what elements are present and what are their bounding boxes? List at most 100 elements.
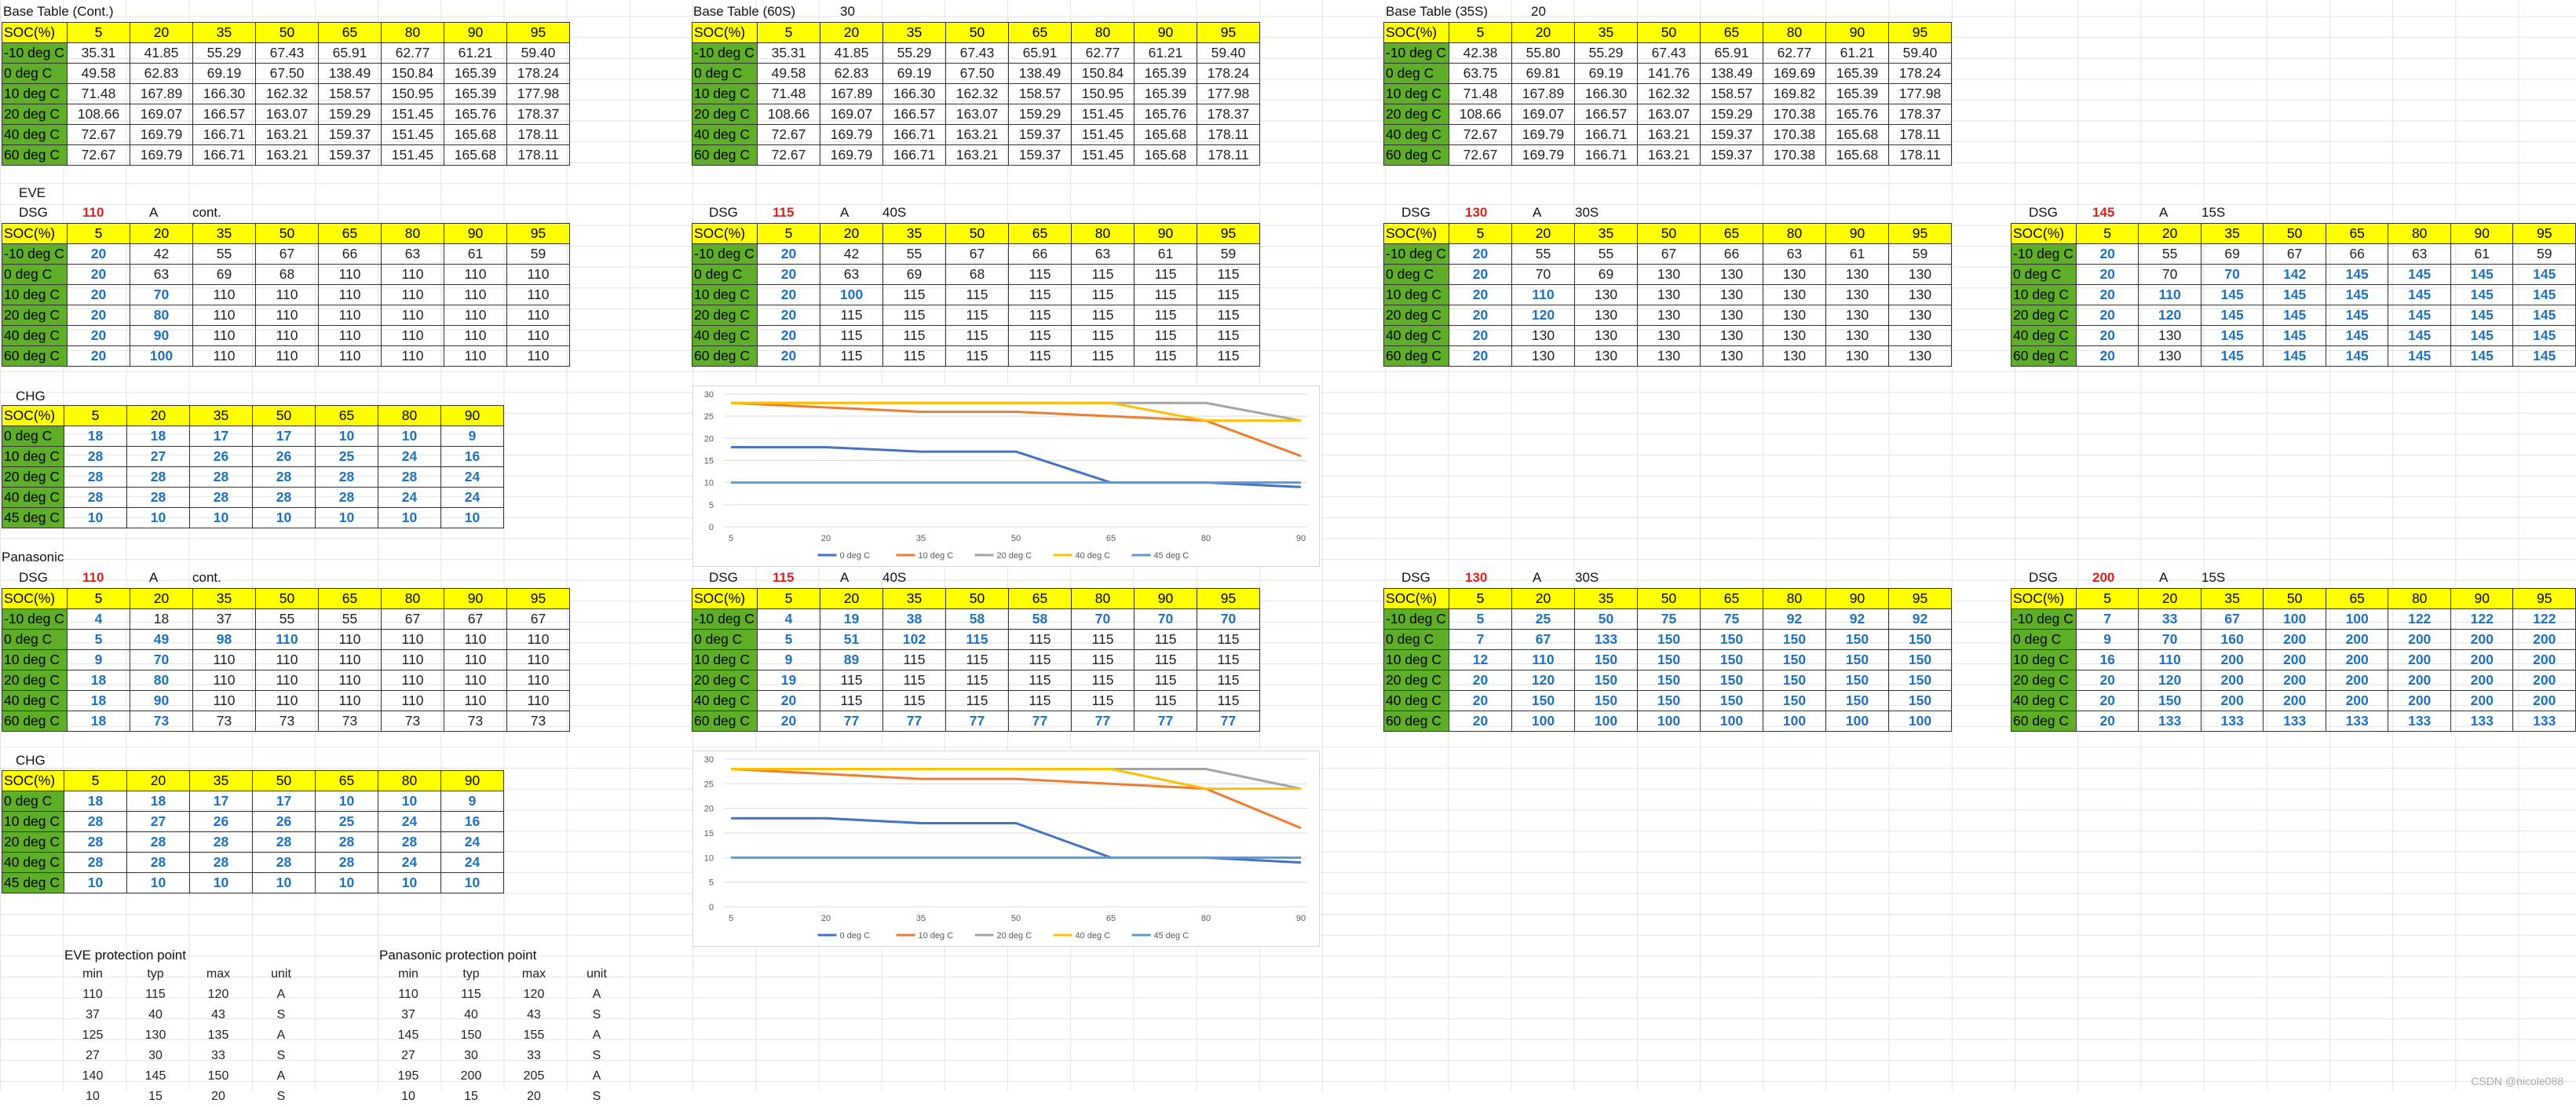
value-cell[interactable]: 150 — [1825, 629, 1889, 650]
soc-header-cell[interactable]: 20 — [2138, 588, 2201, 609]
soc-header-cell[interactable]: 80 — [378, 405, 441, 426]
protection-value-cell[interactable]: 20 — [527, 1090, 541, 1103]
value-cell[interactable]: 100 — [1888, 711, 1952, 732]
value-cell[interactable]: 150.95 — [1071, 83, 1135, 104]
value-cell[interactable]: 28 — [252, 466, 316, 488]
value-cell[interactable]: 115 — [1134, 629, 1197, 650]
temperature-row-header[interactable]: -10 deg C — [1383, 42, 1449, 64]
temperature-row-header[interactable]: 0 deg C — [2011, 264, 2077, 285]
value-cell[interactable]: 110 — [444, 305, 507, 326]
value-cell[interactable]: 110 — [506, 305, 570, 326]
temperature-row-header[interactable]: 0 deg C — [2011, 629, 2077, 650]
value-cell[interactable]: 200 — [2450, 629, 2514, 650]
value-cell[interactable]: 115 — [1134, 670, 1197, 691]
value-cell[interactable]: 115 — [1071, 629, 1135, 650]
value-cell[interactable]: 115 — [882, 345, 946, 367]
soc-header-cell[interactable]: 5 — [1449, 223, 1512, 244]
soc-header-cell[interactable]: 5 — [67, 588, 130, 609]
temperature-row-header[interactable]: 10 deg C — [1383, 649, 1449, 670]
value-cell[interactable]: 62.77 — [1763, 42, 1826, 64]
value-cell[interactable]: 67.43 — [1637, 42, 1701, 64]
soc-header-cell[interactable]: 65 — [1008, 22, 1072, 43]
pana-dsg-table-cont[interactable]: SOC(%) 5 20 35 50 65 80 90 95 -10 deg C 4 18 37 55 55 6… — [2, 588, 570, 732]
value-cell[interactable]: 145 — [2325, 305, 2389, 326]
value-cell[interactable]: 115 — [1197, 325, 1260, 346]
value-cell[interactable]: 133 — [2200, 711, 2264, 732]
value-cell[interactable]: 16 — [440, 446, 504, 467]
pana-protection-table[interactable]: min typ max unit 110 115 120 A 37 40 43 S 145 150 155 A… — [377, 964, 628, 1107]
value-cell[interactable]: 20 — [1449, 345, 1512, 367]
soc-header-cell[interactable]: 95 — [1888, 223, 1952, 244]
value-cell[interactable]: 73 — [255, 711, 319, 732]
value-cell[interactable]: 115 — [1134, 284, 1197, 305]
soc-header-cell[interactable]: 90 — [444, 223, 507, 244]
value-cell[interactable]: 16 — [2075, 649, 2139, 670]
value-cell[interactable]: 70 — [2200, 264, 2264, 285]
value-cell[interactable]: 10 — [64, 507, 127, 528]
protection-value-cell[interactable]: 27 — [86, 1049, 100, 1062]
value-cell[interactable]: 200 — [2200, 670, 2264, 691]
value-cell[interactable]: 67.43 — [255, 42, 319, 64]
value-cell[interactable]: 10 — [189, 872, 253, 893]
value-cell[interactable]: 120 — [2138, 305, 2201, 326]
soc-header-cell[interactable]: 80 — [2388, 588, 2451, 609]
value-cell[interactable]: 163.07 — [945, 104, 1009, 125]
value-cell[interactable]: 55 — [192, 243, 256, 265]
value-cell[interactable]: 110 — [444, 690, 507, 711]
value-cell[interactable]: 28 — [315, 831, 378, 853]
value-cell[interactable]: 55.29 — [1574, 42, 1638, 64]
value-cell[interactable]: 24 — [440, 831, 504, 853]
value-cell[interactable]: 24 — [440, 487, 504, 508]
value-cell[interactable]: 169.79 — [820, 124, 883, 145]
soc-header-cell[interactable]: 20 — [1511, 588, 1575, 609]
soc-header-cell[interactable]: 90 — [440, 770, 504, 791]
eve-dsg-table-15s[interactable]: SOC(%) 5 20 35 50 65 80 90 95 -10 deg C 20 55 69 67 66… — [2011, 223, 2576, 367]
soc-header-cell[interactable]: 35 — [1574, 588, 1638, 609]
value-cell[interactable]: 110 — [255, 345, 319, 367]
soc-header-cell[interactable]: 65 — [1700, 223, 1763, 244]
value-cell[interactable]: 115 — [882, 670, 946, 691]
soc-header-cell[interactable]: 35 — [882, 22, 946, 43]
value-cell[interactable]: 150 — [1888, 629, 1952, 650]
value-cell[interactable]: 63 — [820, 264, 883, 285]
value-cell[interactable]: 115 — [882, 690, 946, 711]
value-cell[interactable]: 20 — [2075, 325, 2139, 346]
value-cell[interactable]: 98 — [192, 629, 256, 650]
value-cell[interactable]: 110 — [444, 670, 507, 691]
temperature-row-header[interactable]: 10 deg C — [2, 649, 68, 670]
value-cell[interactable]: 42 — [820, 243, 883, 265]
value-cell[interactable]: 20 — [2075, 670, 2139, 691]
value-cell[interactable]: 18 — [67, 711, 130, 732]
value-cell[interactable]: 69.19 — [1574, 63, 1638, 84]
value-cell[interactable]: 145 — [2325, 264, 2389, 285]
value-cell[interactable]: 26 — [252, 811, 316, 832]
value-cell[interactable]: 115 — [945, 305, 1009, 326]
value-cell[interactable]: 178.11 — [1888, 144, 1952, 166]
value-cell[interactable]: 100 — [2263, 608, 2326, 630]
value-cell[interactable]: 49.58 — [67, 63, 130, 84]
value-cell[interactable]: 159.29 — [318, 104, 382, 125]
soc-header-cell[interactable]: 95 — [506, 223, 570, 244]
value-cell[interactable]: 165.68 — [1825, 124, 1889, 145]
value-cell[interactable]: 19 — [757, 670, 820, 691]
value-cell[interactable]: 115 — [1008, 345, 1072, 367]
value-cell[interactable]: 55.29 — [882, 42, 946, 64]
value-cell[interactable]: 77 — [820, 711, 883, 732]
temperature-row-header[interactable]: 45 deg C — [2, 872, 64, 893]
value-cell[interactable]: 120 — [1511, 670, 1575, 691]
value-cell[interactable]: 110 — [381, 284, 444, 305]
value-cell[interactable]: 59.40 — [1888, 42, 1952, 64]
protection-value-cell[interactable]: S — [592, 1008, 601, 1021]
soc-header-cell[interactable]: 95 — [2512, 223, 2576, 244]
value-cell[interactable]: 150.84 — [1071, 63, 1135, 84]
soc-header-cell[interactable]: 5 — [757, 22, 820, 43]
protection-value-cell[interactable]: 10 — [401, 1090, 415, 1103]
protection-value-cell[interactable]: 115 — [461, 988, 481, 1001]
value-cell[interactable]: 200 — [2325, 629, 2389, 650]
value-cell[interactable]: 110 — [506, 690, 570, 711]
value-cell[interactable]: 110 — [192, 649, 256, 670]
value-cell[interactable]: 200 — [2450, 670, 2514, 691]
value-cell[interactable]: 61 — [2450, 243, 2514, 265]
value-cell[interactable]: 178.11 — [1197, 124, 1260, 145]
value-cell[interactable]: 28 — [64, 466, 127, 488]
